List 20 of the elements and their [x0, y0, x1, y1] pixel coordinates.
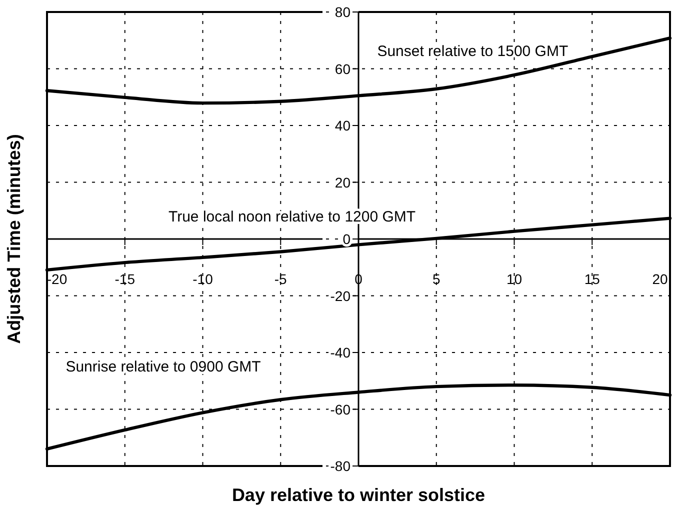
x-tick-label: 15	[584, 271, 600, 287]
y-tick-label: -40	[330, 344, 351, 360]
y-axis-title: Adjusted Time (minutes)	[4, 134, 24, 344]
y-tick-label: 20	[334, 174, 351, 190]
x-tick-label: -20	[46, 271, 68, 287]
y-tick-label: -60	[330, 401, 351, 418]
y-tick-label: 80	[334, 4, 351, 20]
x-axis-title: Day relative to winter solstice	[232, 485, 486, 505]
y-tick-label: 60	[334, 60, 351, 77]
annotation: Sunset relative to 1500 GMT	[377, 42, 568, 60]
y-tick-label: 40	[334, 118, 351, 134]
y-tick-label: 0	[342, 231, 351, 247]
annotation: Sunrise relative to 0900 GMT	[66, 358, 261, 376]
y-tick-label: -20	[330, 288, 351, 304]
x-tick-label: 20	[652, 271, 668, 287]
x-tick-label: -15	[114, 271, 136, 287]
x-tick-label: -10	[192, 271, 214, 287]
x-tick-label: 5	[432, 271, 440, 287]
x-tick-label: 10	[506, 271, 522, 287]
y-tick-label: -80	[330, 458, 351, 474]
